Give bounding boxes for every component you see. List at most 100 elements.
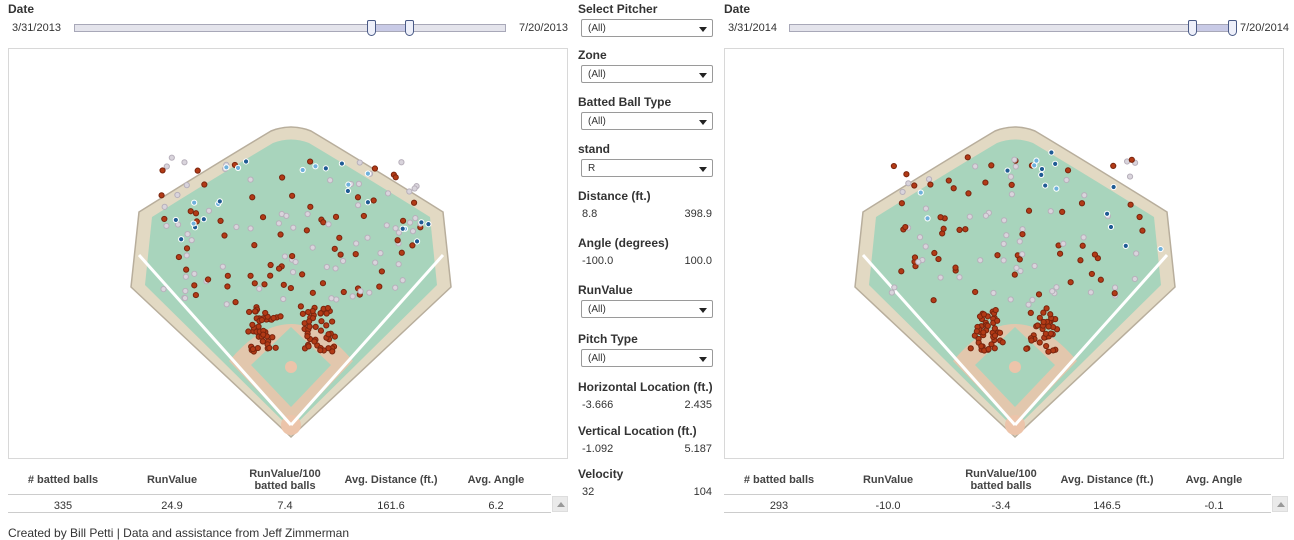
batted-ball-marker[interactable] <box>972 288 979 296</box>
batted-ball-marker[interactable] <box>991 332 999 339</box>
batted-ball-marker[interactable] <box>356 159 363 166</box>
batted-ball-marker[interactable] <box>332 213 340 220</box>
batted-ball-marker[interactable] <box>204 276 212 283</box>
batted-ball-marker[interactable] <box>175 253 182 261</box>
right-date-slider[interactable] <box>789 20 1237 36</box>
batted-ball-marker[interactable] <box>1000 240 1007 247</box>
batted-ball-marker[interactable] <box>991 345 998 352</box>
batted-ball-marker[interactable] <box>174 191 181 199</box>
batted-ball-marker[interactable] <box>269 334 276 341</box>
batted-ball-marker[interactable] <box>184 231 191 238</box>
batted-ball-marker[interactable] <box>255 323 262 330</box>
batted-ball-marker[interactable] <box>205 207 213 214</box>
batted-ball-marker[interactable] <box>1040 318 1047 326</box>
batted-ball-marker[interactable] <box>246 308 253 316</box>
batted-ball-marker[interactable] <box>1111 290 1118 297</box>
batted-ball-marker[interactable] <box>364 234 371 241</box>
batted-ball-marker[interactable] <box>911 254 919 261</box>
batted-ball-marker[interactable] <box>916 234 924 241</box>
batted-ball-marker[interactable] <box>915 258 922 266</box>
batted-ball-marker[interactable] <box>331 245 338 252</box>
batted-ball-marker[interactable] <box>922 205 930 212</box>
batted-ball-marker[interactable] <box>1045 323 1052 330</box>
batted-ball-marker[interactable] <box>259 214 267 221</box>
batted-ball-marker[interactable] <box>194 167 201 174</box>
batted-ball-marker[interactable] <box>902 223 909 231</box>
batted-ball-marker[interactable] <box>1053 185 1060 192</box>
batted-ball-marker[interactable] <box>305 343 312 350</box>
batted-ball-marker[interactable] <box>219 263 226 270</box>
batted-ball-marker[interactable] <box>940 225 947 232</box>
batted-ball-marker[interactable] <box>159 167 166 174</box>
batted-ball-marker[interactable] <box>181 159 188 166</box>
batted-ball-marker[interactable] <box>1008 191 1015 198</box>
batted-ball-marker[interactable] <box>289 269 297 276</box>
batted-ball-marker[interactable] <box>1008 181 1015 188</box>
right-date-end-handle[interactable] <box>1228 20 1237 36</box>
batted-ball-marker[interactable] <box>425 221 432 228</box>
batted-ball-marker[interactable] <box>182 273 189 280</box>
batted-ball-marker[interactable] <box>1136 213 1143 221</box>
right-date-start-handle[interactable] <box>1188 20 1197 36</box>
batted-ball-marker[interactable] <box>320 219 327 226</box>
batted-ball-marker[interactable] <box>991 325 998 332</box>
batted-ball-marker[interactable] <box>1077 257 1084 264</box>
batted-ball-marker[interactable] <box>1017 267 1024 275</box>
batted-ball-marker[interactable] <box>922 243 929 250</box>
batted-ball-marker[interactable] <box>332 265 339 272</box>
batted-ball-marker[interactable] <box>223 301 230 308</box>
batted-ball-marker[interactable] <box>161 215 168 223</box>
batted-ball-marker[interactable] <box>275 220 282 227</box>
batted-ball-marker[interactable] <box>412 215 419 222</box>
batted-ball-marker[interactable] <box>163 163 170 170</box>
batted-ball-marker[interactable] <box>338 160 346 167</box>
batted-ball-marker[interactable] <box>935 255 942 263</box>
batted-ball-marker[interactable] <box>1097 276 1104 283</box>
batted-ball-marker[interactable] <box>1048 149 1055 156</box>
batted-ball-marker[interactable] <box>1019 251 1026 258</box>
batted-ball-marker[interactable] <box>952 264 959 271</box>
batted-ball-marker[interactable] <box>911 182 918 189</box>
batted-ball-marker[interactable] <box>996 329 1004 336</box>
batted-ball-marker[interactable] <box>1053 284 1060 291</box>
batted-ball-marker[interactable] <box>409 242 416 249</box>
batted-ball-marker[interactable] <box>410 199 418 206</box>
batted-ball-marker[interactable] <box>299 271 306 278</box>
batted-ball-marker[interactable] <box>978 343 985 350</box>
batted-ball-marker[interactable] <box>990 289 997 297</box>
batted-ball-marker[interactable] <box>1078 200 1086 207</box>
batted-ball-marker[interactable] <box>1047 311 1054 318</box>
batted-ball-marker[interactable] <box>324 304 332 312</box>
batted-ball-marker[interactable] <box>1110 162 1117 169</box>
batted-ball-marker[interactable] <box>306 318 313 325</box>
batted-ball-marker[interactable] <box>322 165 329 172</box>
batted-ball-marker[interactable] <box>964 154 971 161</box>
batted-ball-marker[interactable] <box>183 266 190 273</box>
batted-ball-marker[interactable] <box>994 317 1001 324</box>
batted-ball-marker[interactable] <box>1000 257 1007 264</box>
batted-ball-marker[interactable] <box>372 259 379 266</box>
batted-ball-marker[interactable] <box>353 240 360 247</box>
batted-ball-marker[interactable] <box>1007 173 1014 180</box>
batted-ball-marker[interactable] <box>1110 183 1117 191</box>
batted-ball-marker[interactable] <box>306 323 313 330</box>
batted-ball-marker[interactable] <box>289 192 296 199</box>
batted-ball-marker[interactable] <box>988 341 995 348</box>
batted-ball-marker[interactable] <box>323 310 330 317</box>
batted-ball-marker[interactable] <box>201 181 208 188</box>
batted-ball-marker[interactable] <box>247 272 254 279</box>
batted-ball-marker[interactable] <box>251 308 259 315</box>
batted-ball-marker[interactable] <box>1079 242 1086 249</box>
batted-ball-marker[interactable] <box>1003 232 1010 239</box>
left-date-start-handle[interactable] <box>367 20 376 36</box>
batted-ball-marker[interactable] <box>982 212 990 219</box>
batted-ball-marker[interactable] <box>279 174 286 181</box>
filter-dropdown-2[interactable]: (All) <box>581 112 713 130</box>
batted-ball-marker[interactable] <box>290 224 297 231</box>
batted-ball-marker[interactable] <box>275 265 283 272</box>
batted-ball-marker[interactable] <box>980 329 987 336</box>
batted-ball-marker[interactable] <box>249 321 256 328</box>
batted-ball-marker[interactable] <box>223 164 230 171</box>
batted-ball-marker[interactable] <box>224 283 231 290</box>
batted-ball-marker[interactable] <box>217 217 224 224</box>
